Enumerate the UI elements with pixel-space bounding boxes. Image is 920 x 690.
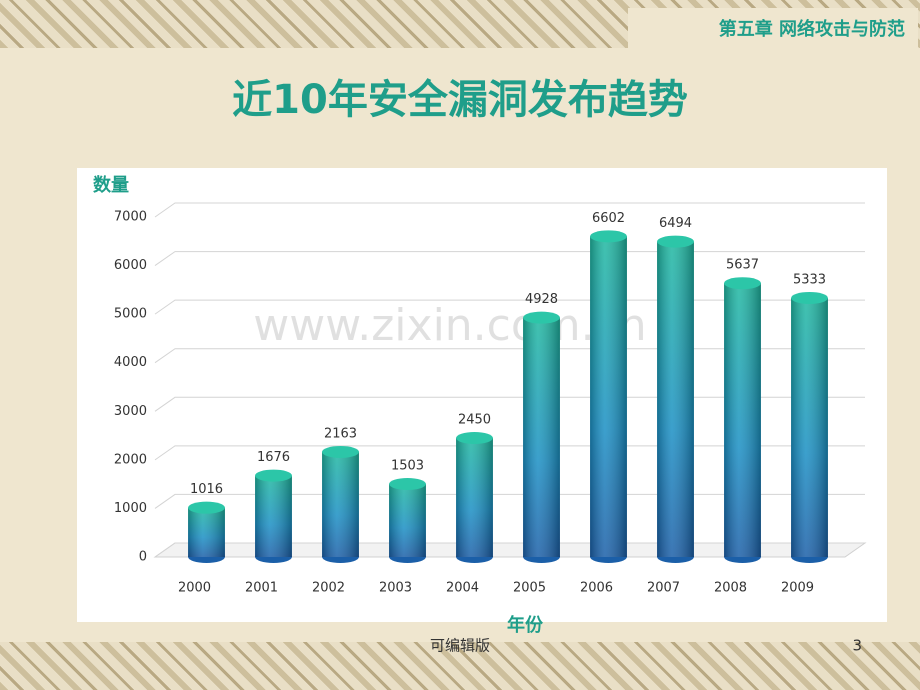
bar-cap xyxy=(322,445,359,458)
value-label: 6494 xyxy=(659,216,692,231)
y-tick-label: 2000 xyxy=(114,452,147,467)
x-tick-label: 2008 xyxy=(714,581,747,596)
x-axis-label: 年份 xyxy=(507,614,544,636)
value-label: 6602 xyxy=(592,211,625,226)
x-tick-label: 2005 xyxy=(513,581,546,596)
y-tick-label: 5000 xyxy=(114,307,147,322)
bar-cap xyxy=(389,477,426,490)
value-label: 1016 xyxy=(190,482,223,497)
page-number: 3 xyxy=(852,637,862,655)
bar-cap xyxy=(523,311,560,324)
grid-line xyxy=(154,396,865,412)
bar-shade xyxy=(389,483,426,557)
grid-line xyxy=(154,348,865,364)
bar-shade xyxy=(322,451,359,557)
value-label: 2163 xyxy=(324,426,357,441)
grid-line xyxy=(154,251,865,266)
y-tick-label: 3000 xyxy=(114,404,147,419)
value-label: 5637 xyxy=(726,258,759,273)
y-tick-label: 7000 xyxy=(114,210,147,225)
x-tick-label: 2001 xyxy=(245,581,278,596)
grid-line xyxy=(154,542,865,558)
footer: 可编辑版 xyxy=(430,637,490,655)
x-tick-label: 2009 xyxy=(781,581,814,596)
value-label: 5333 xyxy=(793,272,826,287)
grid-line xyxy=(154,493,865,509)
chapter-header: 第五章 网络攻击与防范 xyxy=(719,18,905,40)
bar-cap xyxy=(255,469,292,482)
x-tick-label: 2003 xyxy=(379,581,412,596)
bar-cap xyxy=(188,501,225,514)
grid-line xyxy=(154,445,865,461)
grid-line xyxy=(154,299,865,315)
bar-shade xyxy=(255,475,292,557)
bar-cap xyxy=(724,277,761,290)
y-tick-label: 4000 xyxy=(114,355,147,370)
bar-shade xyxy=(523,317,560,557)
header-bg xyxy=(628,8,918,48)
bar-shade xyxy=(456,438,493,557)
grid-line xyxy=(154,202,865,218)
bar-cap xyxy=(590,230,627,243)
value-label: 2450 xyxy=(458,413,491,428)
x-tick-label: 2002 xyxy=(312,581,345,596)
value-label: 1676 xyxy=(257,450,290,465)
bar-shade xyxy=(724,283,761,557)
bar-shade xyxy=(188,507,225,557)
x-tick-label: 2007 xyxy=(647,581,680,596)
chart-title: 近10年安全漏洞发布趋势 xyxy=(232,77,688,123)
bar-shade xyxy=(657,241,694,557)
bar-cap xyxy=(456,432,493,444)
y-axis-label: 数量 xyxy=(93,174,129,196)
value-label: 1503 xyxy=(391,458,424,473)
bar-shade xyxy=(791,297,828,557)
bar-cap xyxy=(657,235,694,248)
bottom-border xyxy=(0,642,920,690)
x-tick-label: 2004 xyxy=(446,581,479,596)
y-tick-label: 1000 xyxy=(114,501,147,516)
watermark: www.zixin.com.cn xyxy=(253,300,646,351)
x-tick-label: 2006 xyxy=(580,581,613,596)
bar-shade xyxy=(590,236,627,557)
y-tick-label: 6000 xyxy=(114,258,147,273)
y-tick-label: 0 xyxy=(139,550,147,565)
bar-cap xyxy=(791,291,828,304)
x-tick-label: 2000 xyxy=(178,581,211,596)
value-label: 4928 xyxy=(525,292,558,307)
